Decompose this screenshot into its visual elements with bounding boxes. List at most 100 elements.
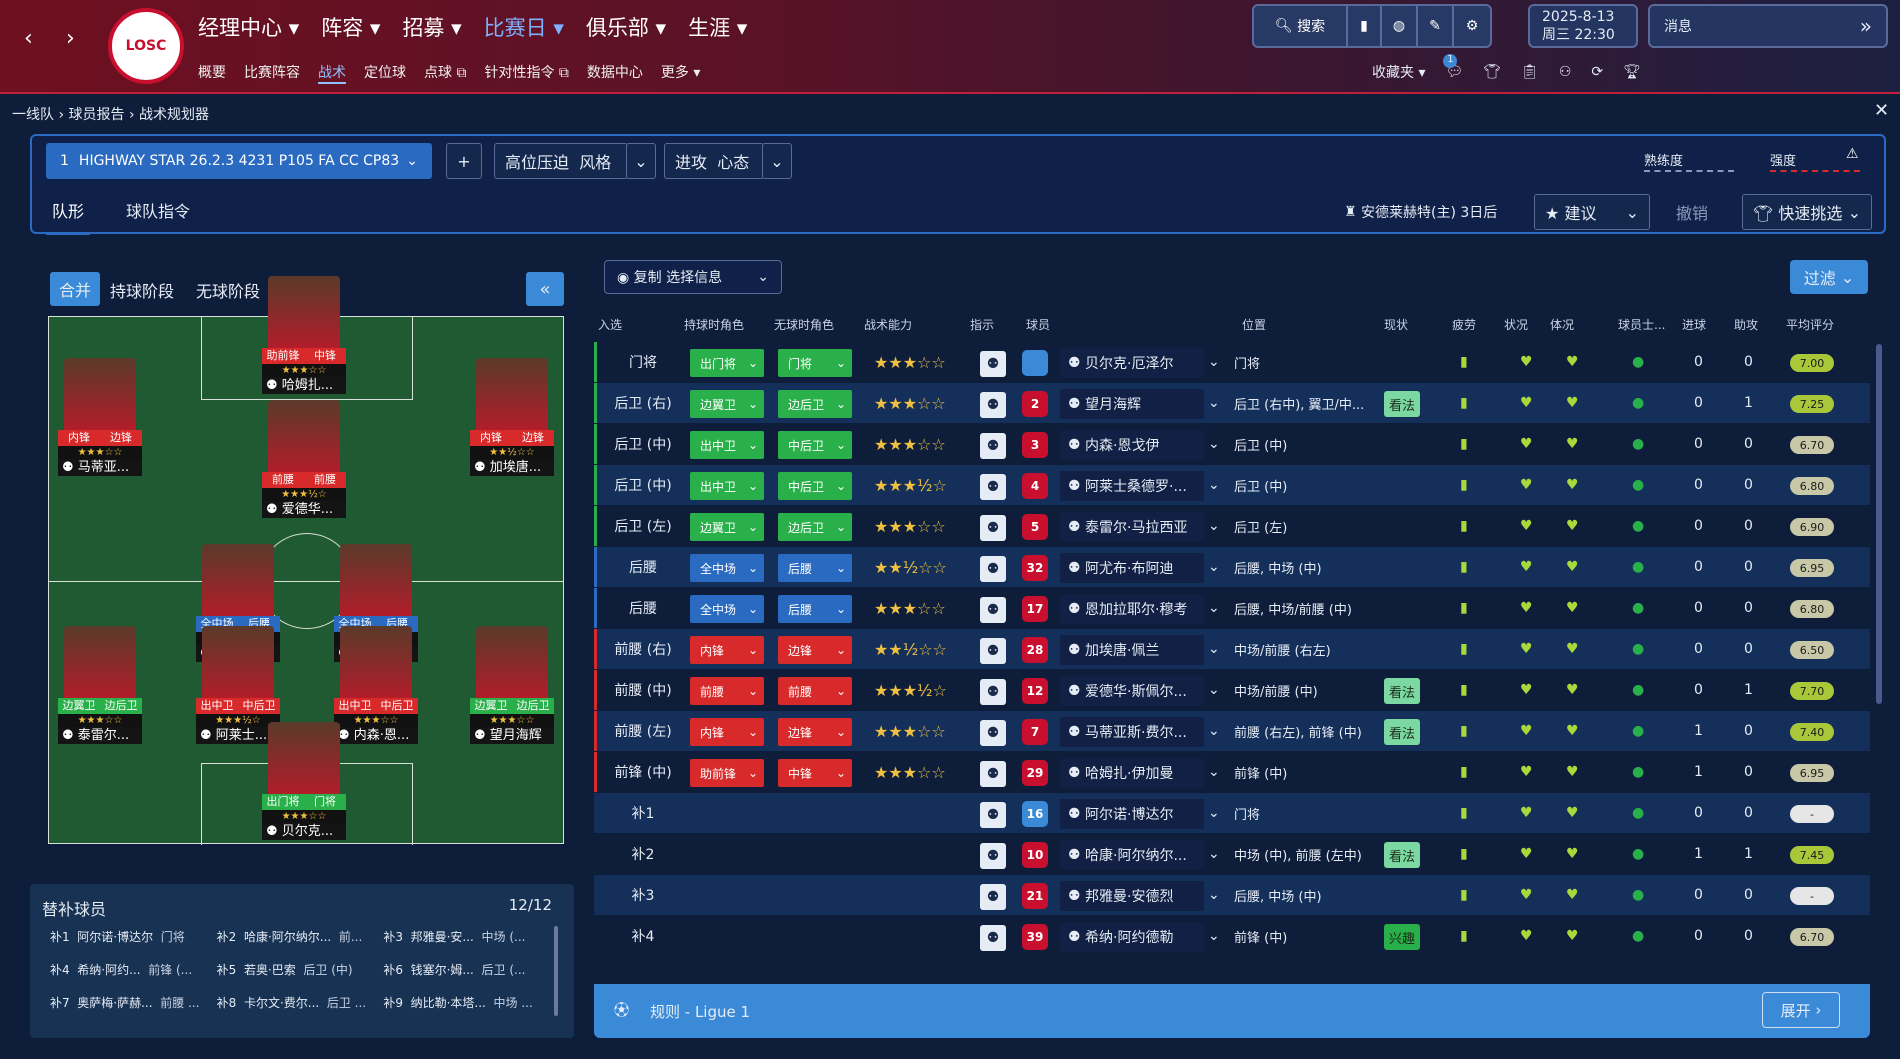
shirt-icon[interactable]: 👕︎: [1483, 64, 1502, 80]
pitch-player-card[interactable]: 内锋 边锋 ★★½☆☆ ⚉ 加埃唐...: [470, 358, 554, 476]
breadcrumb-player-report[interactable]: 球员报告: [68, 107, 125, 123]
column-header[interactable]: 进球: [1682, 318, 1707, 332]
chevron-down-icon[interactable]: ⌄: [1208, 723, 1220, 739]
globe-button[interactable]: ◍: [1380, 4, 1418, 48]
subnav-data-hub[interactable]: 数据中心: [586, 65, 643, 81]
table-row[interactable]: 补2 ⚉ 10 ⚉ 哈康·阿尔纳尔... ⌄ 中场 (中), 前腰 (左中) 看法 ▮ ♥ ♥ ● 1…: [594, 834, 1870, 874]
undo-button[interactable]: 撤销: [1676, 204, 1709, 223]
bench-player[interactable]: 补7 奥萨梅·萨赫... 前腰 ...: [50, 996, 200, 1010]
phase-tab-out-of-possession[interactable]: 无球阶段: [196, 282, 261, 301]
out-of-possession-role-dropdown[interactable]: 边锋 ⌄: [778, 718, 852, 746]
in-possession-role-dropdown[interactable]: 内锋 ⌄: [690, 636, 764, 664]
add-tactic-button[interactable]: +: [446, 143, 482, 179]
next-match[interactable]: ♜ 安德莱赫特(主) 3日后: [1344, 204, 1498, 221]
pitch-player-card[interactable]: 助前锋 中锋 ★★★☆☆ ⚉ 哈姆扎...: [262, 276, 346, 394]
table-row[interactable]: 补1 ⚉ 16 ⚉ 阿尔诺·博达尔 ⌄ 门将 ▮ ♥ ♥ ● 0 0 -: [594, 793, 1870, 833]
subnav-penalties[interactable]: 点球 ⧉: [424, 65, 467, 81]
status-tag[interactable]: 兴趣: [1384, 924, 1420, 950]
out-of-possession-role-dropdown[interactable]: 后腰 ⌄: [778, 554, 852, 582]
out-of-possession-role-dropdown[interactable]: 边后卫 ⌄: [778, 390, 852, 418]
table-row[interactable]: 补4 ⚉ 39 ⚉ 希纳·阿约德勒 ⌄ 前锋 (中) 兴趣 ▮ ♥ ♥ ● 0 0 6.70: [594, 916, 1870, 956]
instructions-icon[interactable]: ⚉: [980, 720, 1006, 746]
suggest-button[interactable]: ★ 建议 ⌄: [1534, 194, 1650, 230]
selection-slot[interactable]: 补2: [631, 847, 655, 863]
subnav-more[interactable]: 更多 ▾: [660, 65, 701, 81]
clipboard-icon[interactable]: 📋︎: [1521, 64, 1539, 80]
instructions-icon[interactable]: ⚉: [980, 597, 1006, 623]
nav-squad[interactable]: 阵容 ▾: [321, 16, 381, 40]
chevron-down-icon[interactable]: ⌄: [1208, 354, 1220, 370]
breadcrumb-first-team[interactable]: 一线队: [12, 107, 54, 123]
filter-button[interactable]: 过滤 ⌄: [1790, 260, 1868, 294]
in-possession-role-dropdown[interactable]: 助前锋 ⌄: [690, 759, 764, 787]
expand-button[interactable]: 展开 ›: [1762, 992, 1840, 1028]
back-arrow-icon[interactable]: ‹: [24, 26, 33, 51]
out-of-possession-role-dropdown[interactable]: 中锋 ⌄: [778, 759, 852, 787]
mentality-selector[interactable]: 进攻 心态: [664, 143, 764, 179]
chevron-down-icon[interactable]: ⌄: [1208, 436, 1220, 452]
column-header[interactable]: 战术能力: [864, 318, 913, 332]
in-possession-role-dropdown[interactable]: 边翼卫 ⌄: [690, 390, 764, 418]
instructions-icon[interactable]: ⚉: [980, 802, 1006, 828]
out-of-possession-role-dropdown[interactable]: 前腰 ⌄: [778, 677, 852, 705]
tab-formation[interactable]: 队形: [46, 188, 91, 235]
table-row[interactable]: 后卫 (中) 出中卫 ⌄ 中后卫 ⌄ ★★★☆☆ ⚉ 3 ⚉ 内森·恩戈伊 ⌄ 后卫 (中) ▮ ♥ ♥ ●…: [594, 424, 1870, 464]
selection-slot[interactable]: 补4: [631, 929, 655, 945]
bench-player[interactable]: 补5 若奥·巴索 后卫 (中): [216, 963, 353, 977]
pitch-player-card[interactable]: 内锋 边锋 ★★★☆☆ ⚉ 马蒂亚...: [58, 358, 142, 476]
phase-tab-in-possession[interactable]: 持球阶段: [110, 282, 175, 301]
in-possession-role-dropdown[interactable]: 出中卫 ⌄: [690, 472, 764, 500]
subnav-match-squad[interactable]: 比赛阵容: [244, 65, 300, 81]
instructions-icon[interactable]: ⚉: [980, 351, 1006, 377]
table-row[interactable]: 后腰 全中场 ⌄ 后腰 ⌄ ★★½☆☆ ⚉ 32 ⚉ 阿尤布·布阿迪 ⌄ 后腰, 中场 (中) ▮ ♥ ♥…: [594, 547, 1870, 587]
people-icon[interactable]: ⚇: [1558, 64, 1572, 80]
bench-player[interactable]: 补3 邦雅曼·安... 中场 (...: [383, 930, 526, 944]
out-of-possession-role-dropdown[interactable]: 中后卫 ⌄: [778, 472, 852, 500]
status-tag[interactable]: 看法: [1384, 391, 1420, 417]
nav-career[interactable]: 生涯 ▾: [688, 16, 748, 40]
chevron-down-icon[interactable]: ⌄: [1208, 477, 1220, 493]
pitch-player-card[interactable]: 出中卫 中后卫 ★★★☆☆ ⚉ 内森·恩...: [334, 626, 418, 744]
column-header[interactable]: 助攻: [1734, 318, 1759, 332]
subnav-opposition-instructions[interactable]: 针对性指令 ⧉: [484, 65, 569, 81]
bench-scrollbar[interactable]: [554, 926, 558, 1016]
copy-selection-button[interactable]: ◉ 复制 选择信息 ⌄: [604, 260, 782, 294]
player-name-dropdown[interactable]: ⚉ 贝尔克·厄泽尔: [1060, 348, 1204, 378]
nav-manager-center[interactable]: 经理中心 ▾: [198, 16, 300, 40]
chevron-down-icon[interactable]: ⌄: [1208, 600, 1220, 616]
chat-icon[interactable]: 💬︎ 1: [1443, 54, 1464, 80]
status-tag[interactable]: 看法: [1384, 842, 1420, 868]
player-name-dropdown[interactable]: ⚉ 哈姆扎·伊加曼: [1060, 758, 1204, 788]
table-row[interactable]: 门将 出门将 ⌄ 门将 ⌄ ★★★☆☆ ⚉ ⚉ 贝尔克·厄泽尔 ⌄ 门将 ▮ ♥ ♥ ● 0 0 7.00: [594, 342, 1870, 382]
column-header[interactable]: 球员: [1026, 318, 1051, 332]
player-name-dropdown[interactable]: ⚉ 内森·恩戈伊: [1060, 430, 1204, 460]
table-scrollbar[interactable]: [1876, 344, 1882, 704]
warning-icon[interactable]: ⚠: [1846, 146, 1859, 162]
instructions-icon[interactable]: ⚉: [980, 925, 1006, 951]
subnav-overview[interactable]: 概要: [198, 65, 226, 81]
in-possession-role-dropdown[interactable]: 前腰 ⌄: [690, 677, 764, 705]
table-row[interactable]: 后卫 (左) 边翼卫 ⌄ 边后卫 ⌄ ★★★☆☆ ⚉ 5 ⚉ 泰雷尔·马拉西亚 ⌄ 后卫 (左) ▮ ♥…: [594, 506, 1870, 546]
search-button[interactable]: 🔍︎ 搜索: [1252, 4, 1348, 48]
mentality-dropdown[interactable]: ⌄: [762, 143, 792, 179]
rules-label[interactable]: 规则 - Ligue 1: [650, 1002, 751, 1021]
selection-slot[interactable]: 后腰: [629, 601, 657, 617]
quick-pick-button[interactable]: 👕︎ 快速挑选 ⌄: [1742, 194, 1872, 230]
bench-player[interactable]: 补9 纳比勒·本塔... 中场 ...: [383, 996, 533, 1010]
player-name-dropdown[interactable]: ⚉ 阿尔诺·博达尔: [1060, 799, 1204, 829]
favorites-dropdown[interactable]: 收藏夹 ▾: [1372, 65, 1426, 81]
selection-slot[interactable]: 补3: [631, 888, 655, 904]
chevron-down-icon[interactable]: ⌄: [1208, 928, 1220, 944]
out-of-possession-role-dropdown[interactable]: 边锋 ⌄: [778, 636, 852, 664]
nav-recruitment[interactable]: 招募 ▾: [402, 16, 462, 40]
column-header[interactable]: 疲劳: [1452, 318, 1477, 332]
instructions-icon[interactable]: ⚉: [980, 474, 1006, 500]
table-row[interactable]: 补3 ⚉ 21 ⚉ 邦雅曼·安德烈 ⌄ 后腰, 中场 (中) ▮ ♥ ♥ ● 0 0 -: [594, 875, 1870, 915]
style-dropdown[interactable]: ⌄: [626, 143, 656, 179]
table-row[interactable]: 前腰 (左) 内锋 ⌄ 边锋 ⌄ ★★★☆☆ ⚉ 7 ⚉ 马蒂亚斯·费尔... ⌄ 前腰 (右左),…: [594, 711, 1870, 751]
player-name-dropdown[interactable]: ⚉ 哈康·阿尔纳尔...: [1060, 840, 1204, 870]
familiarity-label[interactable]: 熟练度: [1644, 154, 1684, 169]
in-possession-role-dropdown[interactable]: 内锋 ⌄: [690, 718, 764, 746]
chevron-down-icon[interactable]: ⌄: [1208, 682, 1220, 698]
bookmark-button[interactable]: ▮: [1346, 4, 1382, 48]
